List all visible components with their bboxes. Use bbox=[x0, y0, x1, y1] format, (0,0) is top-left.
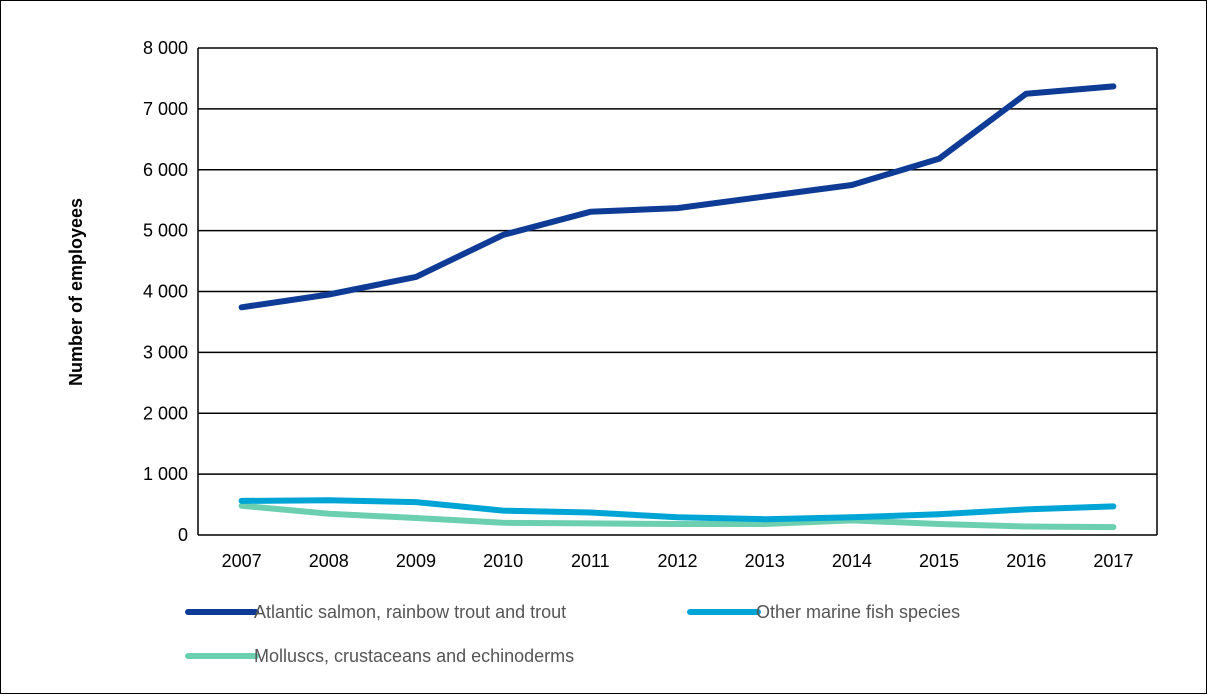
y-tick-label: 7 000 bbox=[143, 99, 188, 119]
x-tick-label: 2014 bbox=[832, 551, 872, 571]
y-tick-label: 4 000 bbox=[143, 282, 188, 302]
y-tick-label: 6 000 bbox=[143, 160, 188, 180]
x-tick-label: 2007 bbox=[222, 551, 262, 571]
x-tick-label: 2015 bbox=[919, 551, 959, 571]
y-axis-ticks: 0 1 000 2 000 3 000 4 000 5 000 6 000 7 000 8 00… bbox=[143, 38, 188, 545]
x-axis-ticks: 2007 2008 2009 2010 2011 2012 2013 2014 2015 2016… bbox=[222, 551, 1134, 571]
legend-label: Other marine fish species bbox=[756, 602, 960, 622]
series-line bbox=[238, 83, 1117, 311]
x-tick-label: 2010 bbox=[483, 551, 523, 571]
axes bbox=[197, 48, 1158, 536]
x-tick-label: 2016 bbox=[1006, 551, 1046, 571]
y-tick-label: 0 bbox=[178, 525, 188, 545]
x-tick-label: 2009 bbox=[396, 551, 436, 571]
x-tick-label: 2017 bbox=[1093, 551, 1133, 571]
x-tick-label: 2008 bbox=[309, 551, 349, 571]
x-tick-label: 2011 bbox=[571, 551, 610, 571]
legend-label: Molluscs, crustaceans and echinoderms bbox=[254, 646, 574, 666]
legend: Atlantic salmon, rainbow trout and trout… bbox=[185, 602, 960, 666]
y-tick-label: 3 000 bbox=[143, 342, 188, 362]
legend-label: Atlantic salmon, rainbow trout and trout bbox=[254, 602, 566, 622]
series-line bbox=[238, 502, 1117, 531]
y-axis-label: Number of employees bbox=[66, 198, 86, 386]
y-tick-label: 5 000 bbox=[143, 221, 188, 241]
y-tick-label: 8 000 bbox=[143, 38, 188, 58]
x-tick-label: 2013 bbox=[745, 551, 785, 571]
gridlines bbox=[198, 47, 1157, 475]
series-line bbox=[238, 497, 1117, 523]
series-lines bbox=[238, 83, 1117, 531]
y-tick-label: 2 000 bbox=[143, 403, 188, 423]
y-tick-label: 1 000 bbox=[143, 464, 188, 484]
x-tick-label: 2012 bbox=[657, 551, 697, 571]
